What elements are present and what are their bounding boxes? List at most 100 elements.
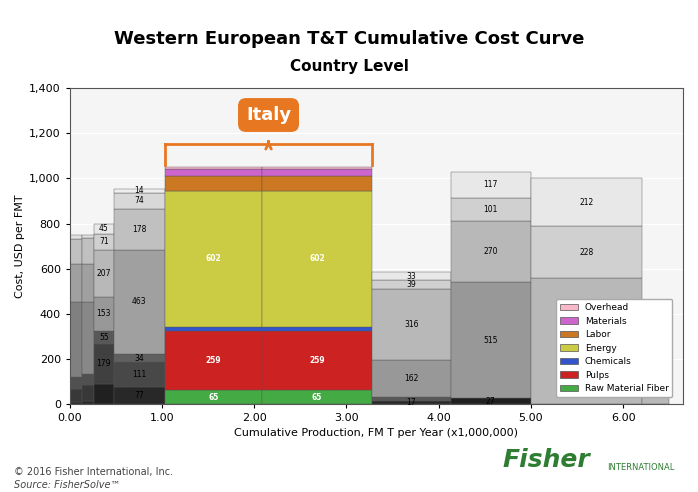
Text: Fisher: Fisher [503,448,591,472]
Bar [262,176,372,191]
Bar [451,221,531,282]
Bar [70,401,82,404]
Text: 228: 228 [579,247,593,256]
Bar [372,400,451,404]
Bar [451,282,531,399]
Bar [262,169,372,176]
Bar [165,327,262,331]
Bar [82,235,94,238]
Bar [114,192,165,209]
Bar [94,223,114,234]
Text: 55: 55 [99,333,109,342]
Bar [262,331,372,390]
Bar [70,377,82,389]
Bar [451,399,531,404]
Bar [262,191,372,327]
Y-axis label: Cost, USD per FMT: Cost, USD per FMT [15,194,25,298]
Bar [641,373,669,404]
Text: 212: 212 [579,198,593,207]
Bar [70,264,82,302]
Bar [114,362,165,387]
Bar [82,401,94,404]
Text: 162: 162 [404,374,419,383]
Bar [372,273,451,280]
Text: © 2016 Fisher International, Inc.: © 2016 Fisher International, Inc. [14,467,173,477]
Bar [262,327,372,331]
Bar [531,178,641,226]
Bar [82,238,94,265]
Bar [451,172,531,198]
Text: 178: 178 [132,225,147,234]
Text: Source: FisherSolve™: Source: FisherSolve™ [14,480,120,490]
Bar [165,191,262,327]
Text: 153: 153 [97,309,111,318]
Text: Italy: Italy [246,106,291,124]
Text: 17: 17 [407,398,416,407]
Bar [372,280,451,289]
Bar [82,385,94,401]
Bar [165,169,262,176]
Text: 33: 33 [406,272,416,280]
Text: 560: 560 [579,337,593,346]
Text: 74: 74 [135,196,144,206]
Bar [531,226,641,278]
Bar [165,331,262,390]
Text: Western European T&T Cumulative Cost Curve: Western European T&T Cumulative Cost Cur… [114,30,584,48]
Text: 117: 117 [484,180,498,189]
Bar [114,387,165,404]
Bar [114,354,165,362]
Bar [82,302,94,374]
Text: 77: 77 [135,391,144,400]
Bar [165,390,262,404]
Bar [372,360,451,397]
Text: 14: 14 [135,186,144,195]
Bar [451,198,531,221]
Bar [641,348,669,359]
Text: 39: 39 [406,280,416,289]
Bar [262,390,372,404]
Text: 602: 602 [205,254,221,263]
Bar [114,209,165,249]
Bar [70,389,82,401]
Bar [94,297,114,331]
Bar [82,374,94,385]
Text: 270: 270 [484,247,498,256]
Bar [70,302,82,377]
Bar [94,343,114,384]
Bar [531,278,641,404]
Text: 45: 45 [99,224,109,233]
Text: 27: 27 [486,397,496,406]
Bar [114,189,165,192]
Text: 602: 602 [309,254,325,263]
Bar [70,235,82,239]
Bar [94,384,114,404]
Bar [94,331,114,343]
Text: 515: 515 [484,336,498,344]
Text: Country Level: Country Level [290,59,408,74]
Text: 259: 259 [205,356,221,365]
Text: 179: 179 [97,359,111,369]
Text: 316: 316 [404,320,419,329]
Bar [70,239,82,264]
Bar [94,234,114,250]
Legend: Overhead, Materials, Labor, Energy, Chemicals, Pulps, Raw Material Fiber: Overhead, Materials, Labor, Energy, Chem… [556,300,672,397]
Text: 71: 71 [99,237,109,246]
Text: 101: 101 [484,205,498,214]
Bar [165,167,262,169]
Text: INTERNATIONAL: INTERNATIONAL [607,463,675,472]
Text: 463: 463 [132,297,147,307]
Bar [372,397,451,400]
Bar [262,167,372,169]
Text: 207: 207 [97,269,111,277]
Text: 65: 65 [312,393,322,401]
X-axis label: Cumulative Production, FM T per Year (x1,000,000): Cumulative Production, FM T per Year (x1… [235,428,519,438]
Bar [641,359,669,373]
Bar [94,250,114,297]
Bar [114,249,165,354]
Text: 34: 34 [135,354,144,363]
Text: 65: 65 [208,393,218,401]
Bar [82,265,94,302]
Bar [372,289,451,360]
Text: 259: 259 [309,356,325,365]
Bar [165,176,262,191]
